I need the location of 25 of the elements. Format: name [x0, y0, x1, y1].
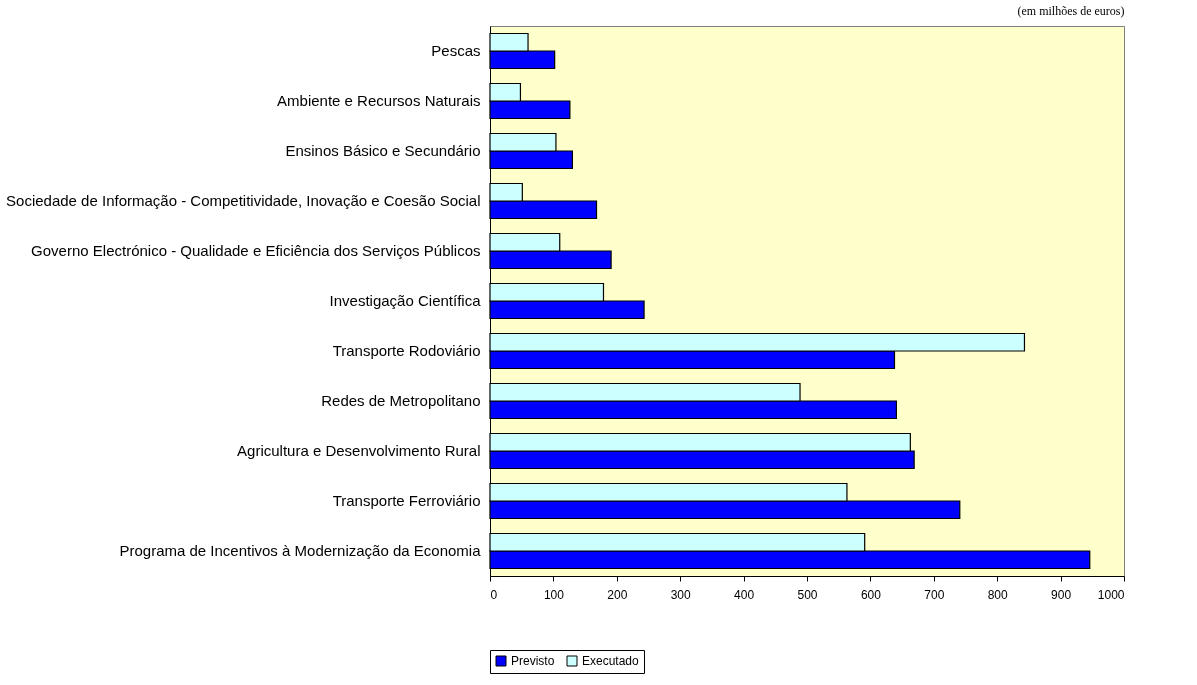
- text: (em milhões de euros): [1017, 4, 1125, 18]
- y-tick-label: Pescas: [431, 42, 481, 59]
- x-tick-label: 700: [924, 587, 945, 602]
- y-tick-label: Redes de Metropolitano: [321, 392, 481, 409]
- x-tick-label: 400: [734, 587, 755, 602]
- y-tick-label: Ambiente e Recursos Naturais: [277, 92, 481, 109]
- y-tick-label: Investigação Científica: [329, 292, 482, 309]
- y-tick-label: Governo Electrónico - Qualidade e Eficiência dos Serviços Públicos: [31, 242, 481, 259]
- x-tick-label: 100: [543, 587, 565, 602]
- y-tick-label: Transporte Rodoviário: [332, 342, 481, 359]
- x-tick-label: 800: [987, 587, 1009, 602]
- x-tick-label: 500: [797, 587, 818, 602]
- y-tick-label: Agricultura e Desenvolvimento Rural: [237, 442, 481, 459]
- x-tick-label: 200: [607, 587, 628, 602]
- x-tick-label: 900: [1051, 587, 1072, 602]
- x-tick-label: 300: [670, 587, 692, 602]
- x-tick-label: 600: [860, 587, 882, 602]
- legend-label: Previsto: [511, 654, 555, 668]
- x-tick-label: 1000: [1097, 587, 1125, 602]
- y-tick-label: Programa de Incentivos à Modernização da Economia: [119, 542, 482, 559]
- y-tick-label: Sociedade de Informação - Competitividade, Inovação e Coesão Social: [6, 192, 481, 209]
- y-tick-label: Ensinos Básico e Secundário: [285, 142, 481, 159]
- x-tick-label: 0: [490, 587, 498, 602]
- legend-label: Executado: [582, 654, 640, 668]
- y-tick-label: Transporte Ferroviário: [332, 492, 481, 509]
